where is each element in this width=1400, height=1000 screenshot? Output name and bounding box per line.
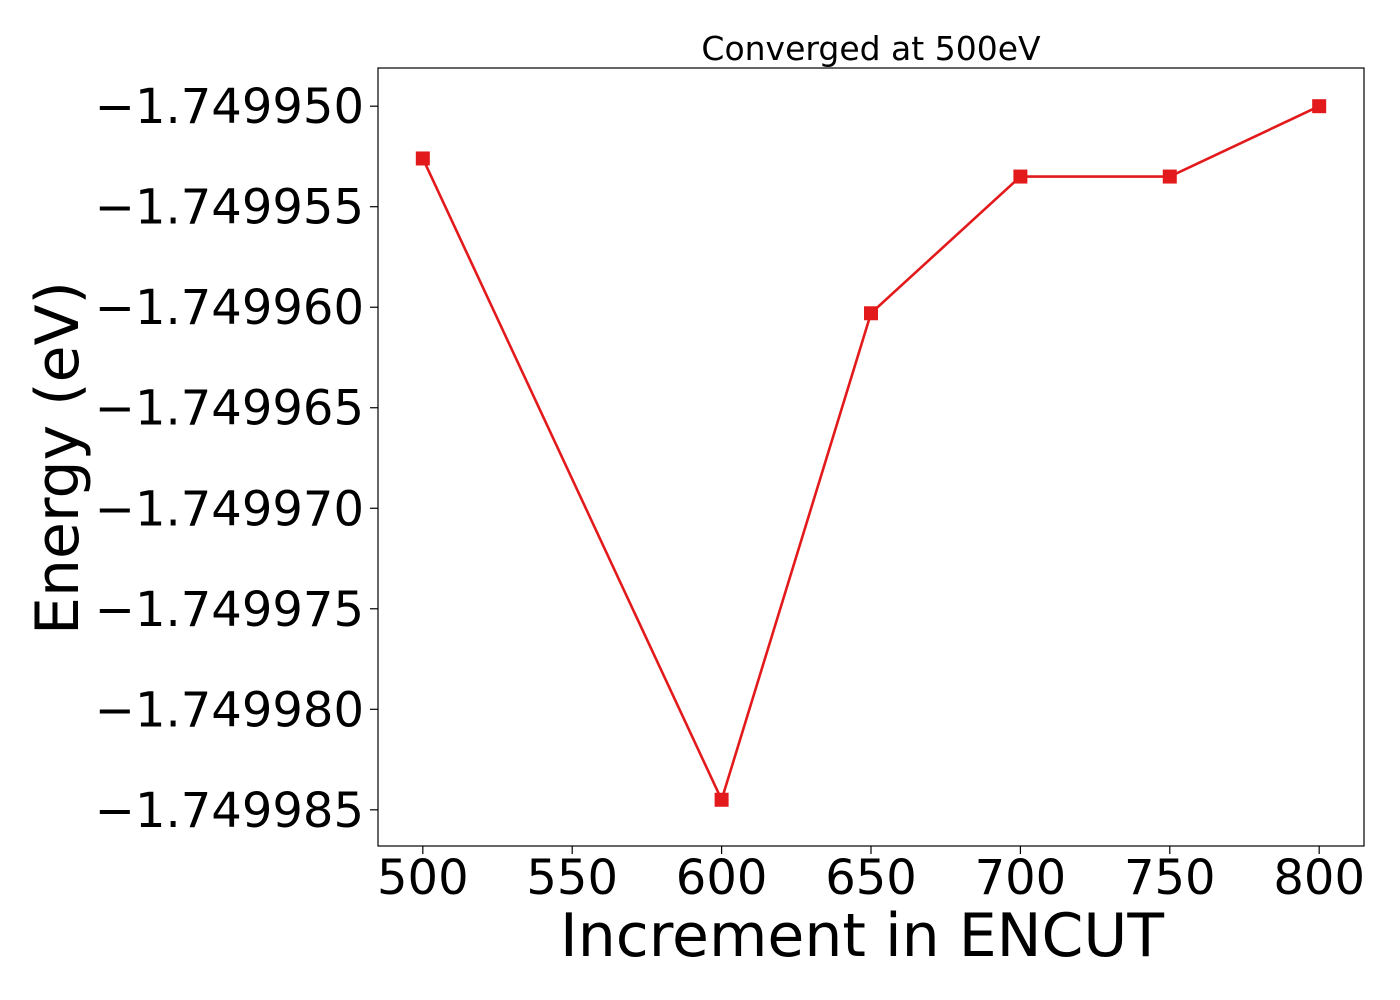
data-point-marker bbox=[714, 792, 729, 807]
y-axis: −1.749950 −1.749955 −1.749960 −1.749965 −1.7… bbox=[95, 79, 378, 839]
x-axis-title: Increment in ENCUT bbox=[560, 901, 1164, 971]
series-layer bbox=[415, 99, 1327, 807]
data-point-marker bbox=[1312, 99, 1327, 114]
data-point-marker bbox=[415, 151, 430, 166]
y-tick-label: −1.749970 bbox=[95, 481, 364, 537]
x-tick-label: 500 bbox=[377, 850, 469, 906]
x-tick-label: 700 bbox=[975, 850, 1067, 906]
x-tick-label: 550 bbox=[526, 850, 618, 906]
y-tick-label: −1.749955 bbox=[95, 180, 364, 236]
chart-title: Converged at 500eV bbox=[701, 29, 1041, 68]
x-tick-label: 750 bbox=[1124, 850, 1216, 906]
plot-area-frame bbox=[377, 67, 1365, 847]
y-tick-label: −1.749965 bbox=[95, 381, 364, 437]
series-line bbox=[421, 105, 1320, 802]
data-point-marker bbox=[1013, 169, 1028, 184]
data-point-marker bbox=[864, 306, 878, 321]
y-tick-label: −1.749975 bbox=[95, 582, 364, 638]
x-tick-label: 800 bbox=[1273, 850, 1365, 906]
y-tick-label: −1.749985 bbox=[95, 783, 364, 839]
x-tick-label: 600 bbox=[676, 850, 768, 906]
y-tick-label: −1.749980 bbox=[95, 682, 364, 738]
y-tick-label: −1.749950 bbox=[95, 79, 364, 135]
y-axis-title: Energy (eV) bbox=[23, 281, 93, 635]
x-axis: 500 550 600 650 700 750 800 bbox=[377, 846, 1365, 906]
y-tick-label: −1.749960 bbox=[95, 280, 364, 336]
data-point-marker bbox=[1162, 169, 1177, 184]
x-tick-label: 650 bbox=[825, 850, 917, 906]
